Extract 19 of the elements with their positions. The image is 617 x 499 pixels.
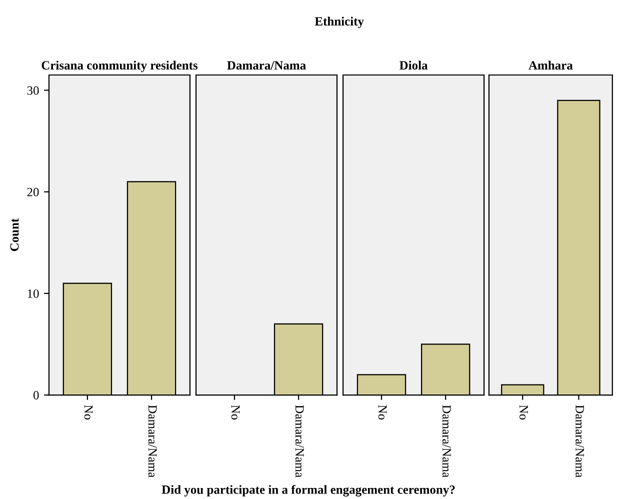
y-tick-label: 30: [27, 86, 39, 95]
y-tick-label: 0: [33, 391, 39, 400]
x-tick-label: Damara/Nama: [295, 405, 304, 478]
y-tick-label: 20: [27, 188, 39, 196]
x-tick-label: Damara/Nama: [148, 405, 157, 478]
chart-title: Diola: [400, 60, 428, 70]
x-tick-label: Damara/Nama: [576, 405, 584, 478]
x-tick-label: No: [520, 405, 528, 420]
x-tick-label: No: [378, 405, 387, 420]
x-axis-title: Did you participate in a formal engagement ceremony?: [162, 484, 455, 497]
y-axis-title: Count: [10, 218, 19, 252]
y-tick-label: 10: [28, 289, 39, 298]
x-tick-label: Damara/Nama: [442, 405, 451, 478]
text: Ethnicity: [314, 16, 364, 28]
chart-title: Damara/Nama: [227, 61, 306, 70]
chart-title: Crisana community residents: [42, 60, 198, 72]
x-tick-label: No: [84, 405, 93, 420]
chart-title: Amhara: [528, 60, 573, 70]
x-tick-label: No: [231, 405, 240, 420]
